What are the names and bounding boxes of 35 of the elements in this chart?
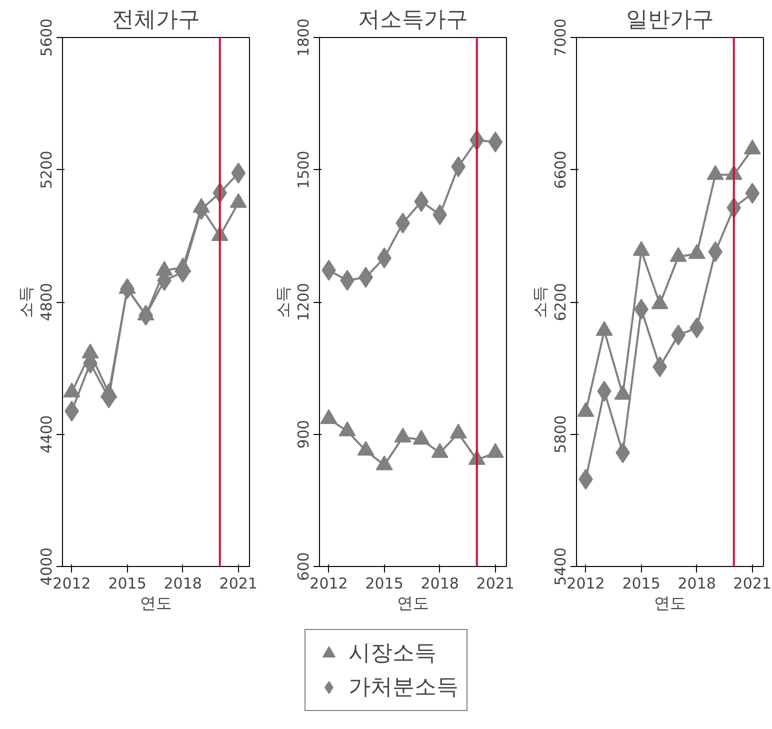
x-axis-title: 연도 bbox=[397, 594, 429, 612]
x-axis-title: 연도 bbox=[654, 594, 686, 612]
x-tick-label: 2021 bbox=[733, 574, 772, 592]
legend-label: 가처분소득 bbox=[348, 674, 458, 702]
y-tick-label: 5600 bbox=[38, 18, 56, 57]
y-tick-label: 6200 bbox=[552, 282, 570, 322]
y-tick-label: 4800 bbox=[38, 282, 56, 322]
y-tick-label: 5200 bbox=[38, 150, 56, 189]
chart-title: 저소득가구 bbox=[358, 8, 468, 32]
x-axis-title: 연도 bbox=[140, 594, 172, 612]
y-tick-label: 1500 bbox=[294, 150, 312, 189]
y-axis-title: 소득 bbox=[16, 286, 36, 318]
x-tick-label: 2015 bbox=[108, 574, 146, 592]
x-tick-label: 2018 bbox=[678, 574, 716, 592]
y-tick-label: 7000 bbox=[552, 18, 570, 57]
legend-label: 시장소득 bbox=[348, 640, 436, 668]
y-tick-label: 4400 bbox=[38, 415, 56, 454]
x-tick-label: 2018 bbox=[420, 574, 459, 592]
chart-title: 일반가구 bbox=[626, 8, 714, 32]
x-tick-label: 2012 bbox=[310, 574, 348, 592]
chart-title: 전체가구 bbox=[112, 8, 200, 32]
y-tick-label: 900 bbox=[294, 420, 312, 449]
x-tick-label: 2015 bbox=[622, 574, 660, 592]
x-tick-label: 2012 bbox=[52, 574, 91, 592]
x-tick-label: 2021 bbox=[219, 574, 258, 592]
y-tick-label: 5800 bbox=[552, 415, 570, 454]
y-tick-label: 6600 bbox=[552, 150, 570, 189]
y-axis-title: 소득 bbox=[530, 286, 550, 318]
x-tick-label: 2012 bbox=[566, 574, 605, 592]
y-tick-label: 1200 bbox=[294, 282, 312, 322]
y-tick-label: 1800 bbox=[294, 18, 312, 57]
x-tick-label: 2021 bbox=[476, 574, 514, 592]
x-tick-label: 2018 bbox=[164, 574, 202, 592]
y-axis-title: 소득 bbox=[274, 286, 292, 318]
x-tick-label: 2015 bbox=[365, 574, 404, 592]
